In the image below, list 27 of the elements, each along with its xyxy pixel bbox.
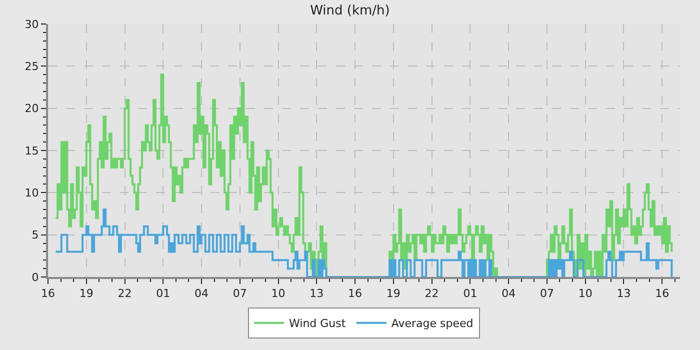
x-tick-label: 22: [424, 287, 439, 300]
y-tick-label: 30: [24, 18, 39, 31]
x-tick-label: 22: [118, 287, 132, 300]
y-tick-label: 25: [24, 60, 39, 74]
x-tick-label: 07: [232, 287, 247, 300]
x-tick-label: 04: [502, 287, 516, 300]
chart-title: Wind (km/h): [310, 3, 390, 18]
x-tick-label: 16: [655, 287, 670, 300]
x-tick-label: 04: [194, 287, 209, 300]
y-tick-label: 15: [24, 144, 39, 158]
x-tick-label: 13: [616, 287, 631, 300]
x-tick-label: 01: [463, 287, 478, 300]
x-tick-label: 16: [348, 287, 362, 300]
x-tick-label: 19: [386, 287, 400, 300]
legend-label: Wind Gust: [289, 317, 346, 330]
x-tick-label: 07: [540, 287, 554, 300]
x-tick-label: 13: [310, 287, 324, 300]
x-tick-label: 10: [578, 287, 592, 300]
x-tick-label: 19: [79, 287, 94, 300]
x-tick-label: 01: [156, 287, 170, 300]
y-tick-label: 0: [32, 270, 39, 284]
y-tick-label: 20: [24, 102, 39, 116]
y-tick-label: 10: [24, 186, 39, 200]
legend-label: Average speed: [391, 317, 474, 330]
x-tick-label: 16: [41, 287, 55, 300]
x-tick-label: 10: [271, 287, 286, 300]
y-tick-label: 5: [32, 228, 39, 242]
